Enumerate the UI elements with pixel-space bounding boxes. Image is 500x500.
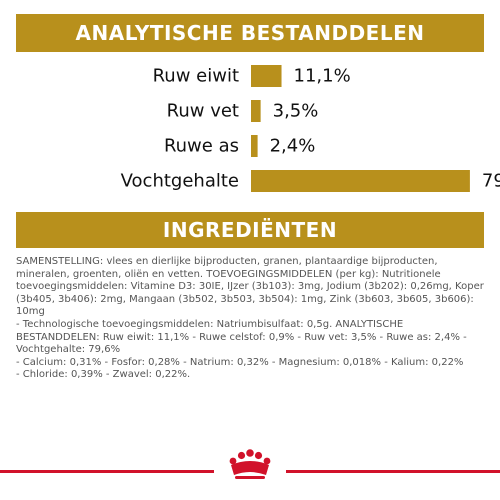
value-label-ruw-eiwit: 11,1% <box>294 66 351 87</box>
analytical-constituents-header: ANALYTISCHE BESTANDDELEN <box>16 14 484 52</box>
value-label-vochtgehalte: 79,6% <box>482 171 500 192</box>
category-label-ruw-eiwit: Ruw eiwit <box>153 66 239 87</box>
ingredients-header: INGREDIËNTEN <box>16 212 484 248</box>
value-label-ruwe-as: 2,4% <box>270 136 316 157</box>
footer-divider-right <box>286 470 500 473</box>
category-label-ruwe-as: Ruwe as <box>164 136 239 157</box>
value-label-ruw-vet: 3,5% <box>273 101 319 122</box>
category-label-vochtgehalte: Vochtgehalte <box>121 171 239 192</box>
analytical-constituents-chart: Ruw eiwit 11,1% Ruw vet 3,5% Ruwe as 2,4% Voch… <box>121 65 500 192</box>
ingredients-text: SAMENSTELLING: vlees en dierlijke bijpro… <box>16 256 484 381</box>
category-label-ruw-vet: Ruw vet <box>167 101 239 122</box>
bar-ruw-vet <box>251 100 261 122</box>
bar-ruwe-as <box>251 135 258 157</box>
bar-vochtgehalte <box>251 170 470 192</box>
bar-ruw-eiwit <box>251 65 282 87</box>
crown-logo-icon <box>229 449 271 479</box>
footer-divider-left <box>0 470 214 473</box>
